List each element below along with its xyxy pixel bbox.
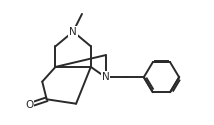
Text: N: N	[69, 27, 77, 37]
Text: N: N	[102, 72, 109, 82]
Text: O: O	[25, 100, 33, 110]
